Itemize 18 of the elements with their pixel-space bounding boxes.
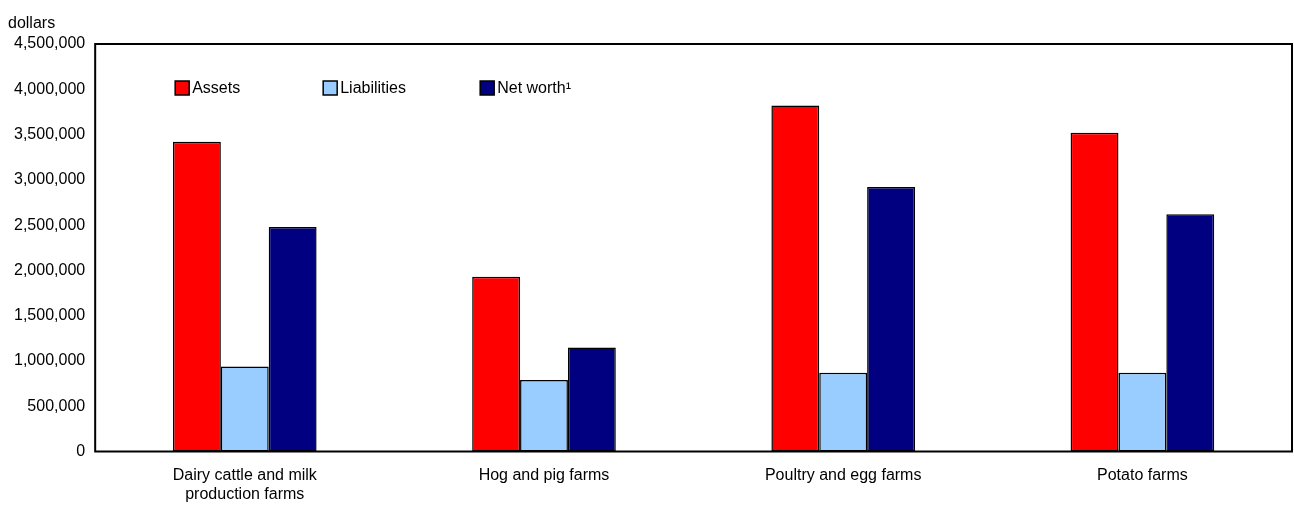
- x-tick-label: Hog and pig farms: [478, 465, 610, 483]
- y-tick-label: 500,000: [27, 396, 86, 414]
- legend-label: Assets: [192, 79, 241, 97]
- x-tick-label: Poultry and egg farms: [764, 465, 922, 483]
- y-tick-label: 0: [76, 442, 86, 460]
- legend-label: Net worth¹: [497, 79, 571, 97]
- y-tick-label: 4,500,000: [13, 34, 86, 52]
- y-tick-label: 3,500,000: [13, 124, 86, 142]
- y-tick-label: 2,000,000: [13, 260, 86, 278]
- y-tick-label: 1,000,000: [13, 351, 86, 369]
- y-tick-label: 4,000,000: [13, 79, 86, 97]
- x-tick-label: Dairy cattle and milk production farms: [172, 465, 318, 502]
- y-tick-label: 1,500,000: [13, 306, 86, 324]
- x-tick-label: Potato farms: [1097, 465, 1188, 483]
- legend-label: Liabilities: [340, 79, 406, 97]
- y-tick-label: 2,500,000: [13, 215, 86, 233]
- y-tick-label: 3,000,000: [13, 170, 86, 188]
- y-axis-title: dollars: [8, 14, 56, 31]
